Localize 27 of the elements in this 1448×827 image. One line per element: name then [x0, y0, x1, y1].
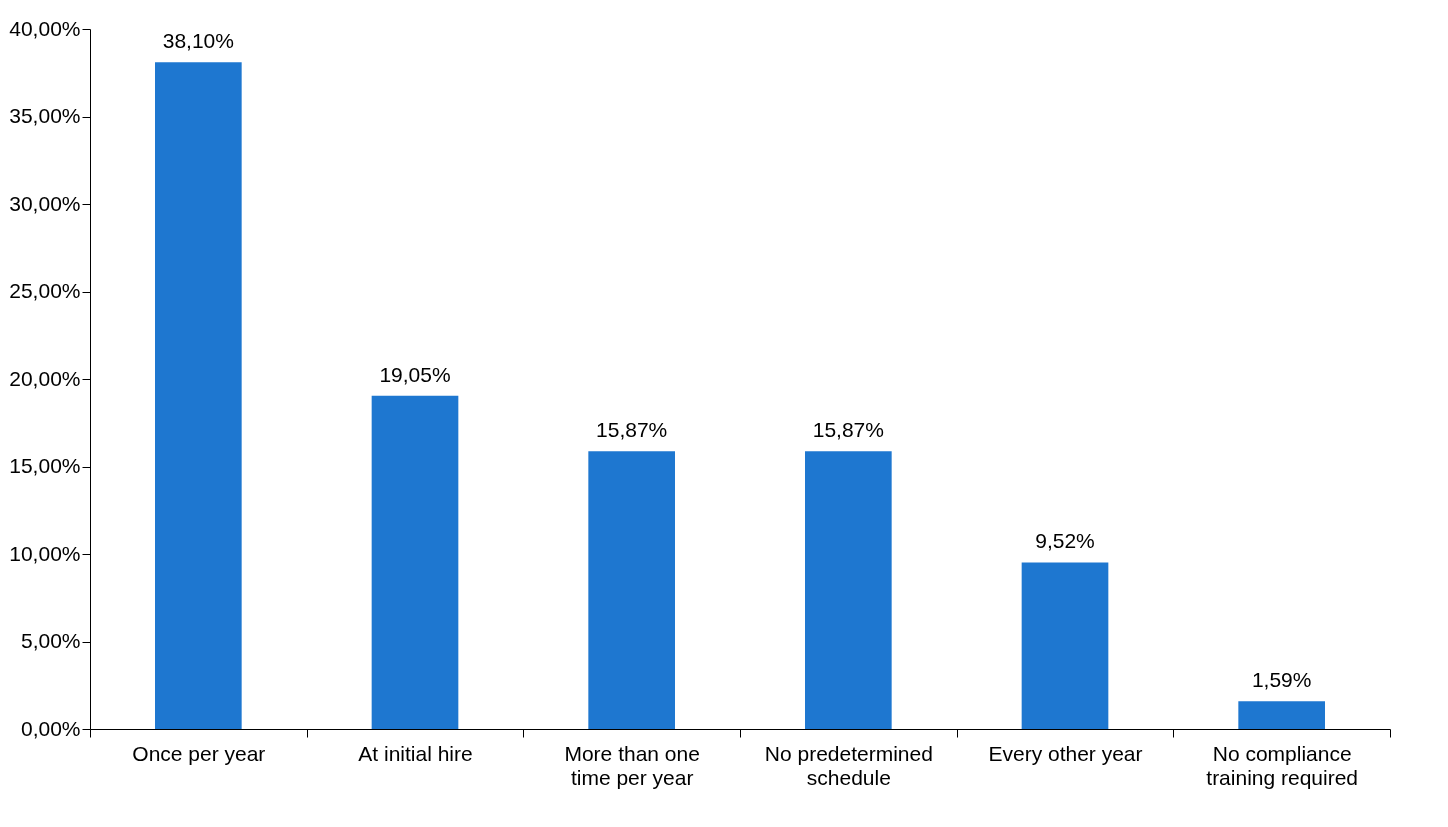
data-label: 19,05% — [379, 362, 451, 386]
x-tick-label: More than one time per year — [564, 741, 700, 789]
y-tick-label: 5,00% — [20, 629, 81, 652]
y-tick-label: 25,00% — [9, 279, 81, 302]
bar — [588, 451, 675, 729]
x-tick-label: At initial hire — [358, 741, 473, 765]
y-tick-label: 0,00% — [20, 716, 81, 740]
data-label: 15,87% — [812, 418, 884, 442]
bar — [1238, 701, 1325, 729]
x-tick-label: Every other year — [988, 741, 1143, 765]
x-tick-label: No compliance training required — [1206, 741, 1359, 789]
y-tick-label: 20,00% — [9, 366, 81, 390]
x-tick-label: No predetermined schedule — [764, 741, 933, 789]
bar — [1021, 562, 1109, 729]
data-label: 15,87% — [596, 418, 668, 442]
bar — [805, 451, 892, 729]
data-label: 38,10% — [162, 29, 234, 53]
y-tick-label: 10,00% — [9, 541, 81, 565]
x-tick-label: Once per year — [132, 741, 266, 765]
y-tick-label: 15,00% — [9, 454, 81, 477]
y-tick-label: 40,00% — [9, 16, 81, 40]
y-tick-label: 30,00% — [9, 191, 81, 215]
y-tick-label: 35,00% — [9, 104, 81, 127]
data-label: 9,52% — [1035, 529, 1095, 553]
bar — [371, 395, 459, 729]
bar — [155, 62, 242, 729]
data-label: 1,59% — [1251, 668, 1312, 692]
